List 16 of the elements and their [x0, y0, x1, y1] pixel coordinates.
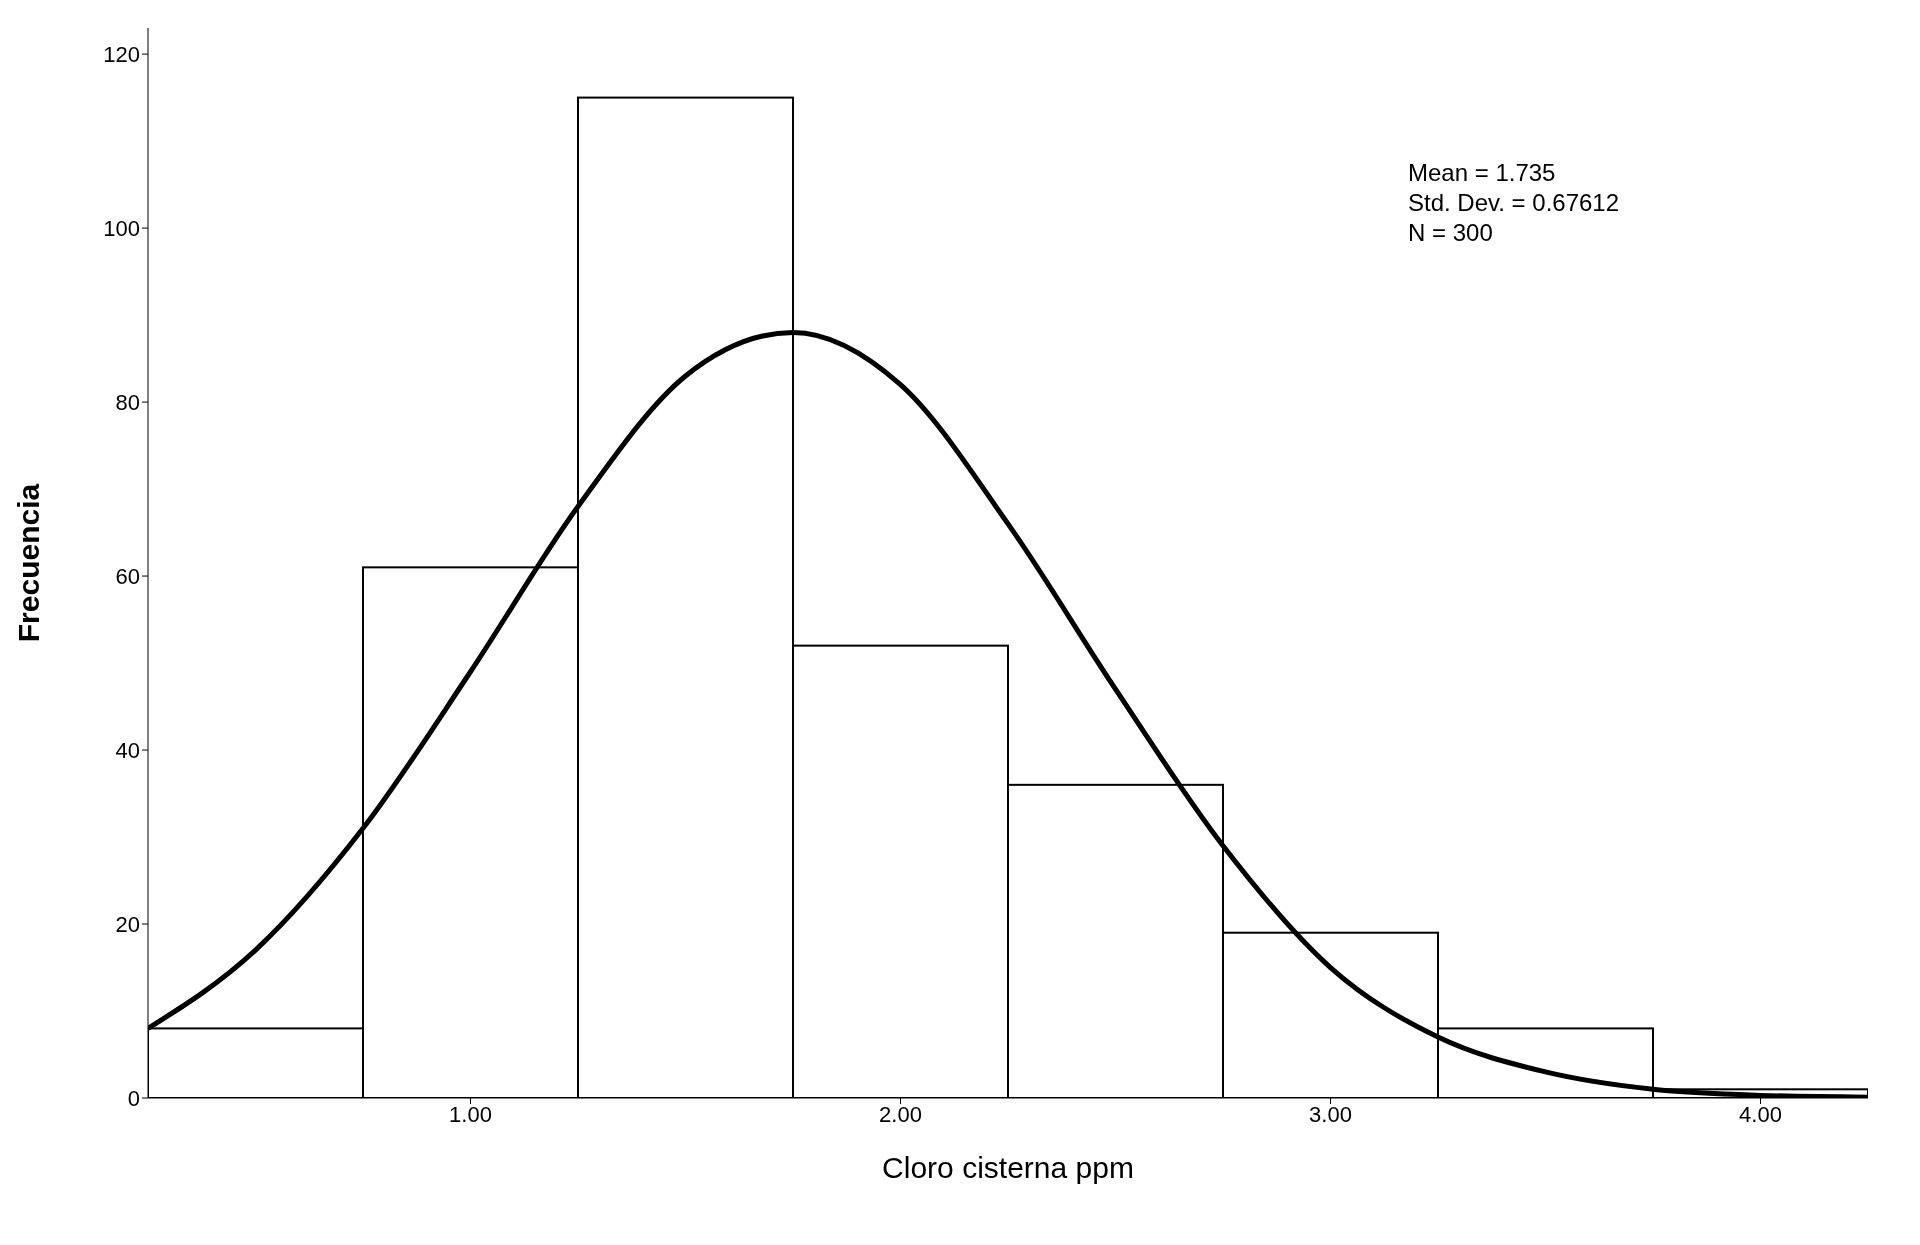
annotation: Std. Dev. = 0.67612 — [1408, 188, 1620, 218]
y-tick-label: 0 — [127, 1085, 140, 1111]
y-tick-label: 20 — [115, 911, 140, 937]
y-tick-label: 40 — [115, 737, 140, 763]
x-tick-label: 4.00 — [1739, 1101, 1782, 1127]
x-tick-label: 1.00 — [449, 1101, 492, 1127]
y-axis-title: Frecuencia — [11, 483, 45, 643]
annotation: Mean = 1.735 — [1408, 158, 1557, 188]
annotation: N = 300 — [1408, 218, 1494, 248]
y-tick-label: 60 — [115, 563, 140, 589]
x-tick-label: 3.00 — [1309, 1101, 1352, 1127]
x-axis-title: Cloro cisterna ppm — [882, 1151, 1134, 1184]
x-tick-label: 2.00 — [879, 1101, 922, 1127]
y-tick-label: 80 — [115, 389, 140, 415]
y-tick-label: 100 — [103, 215, 140, 241]
y-tick-label: 120 — [103, 41, 140, 67]
